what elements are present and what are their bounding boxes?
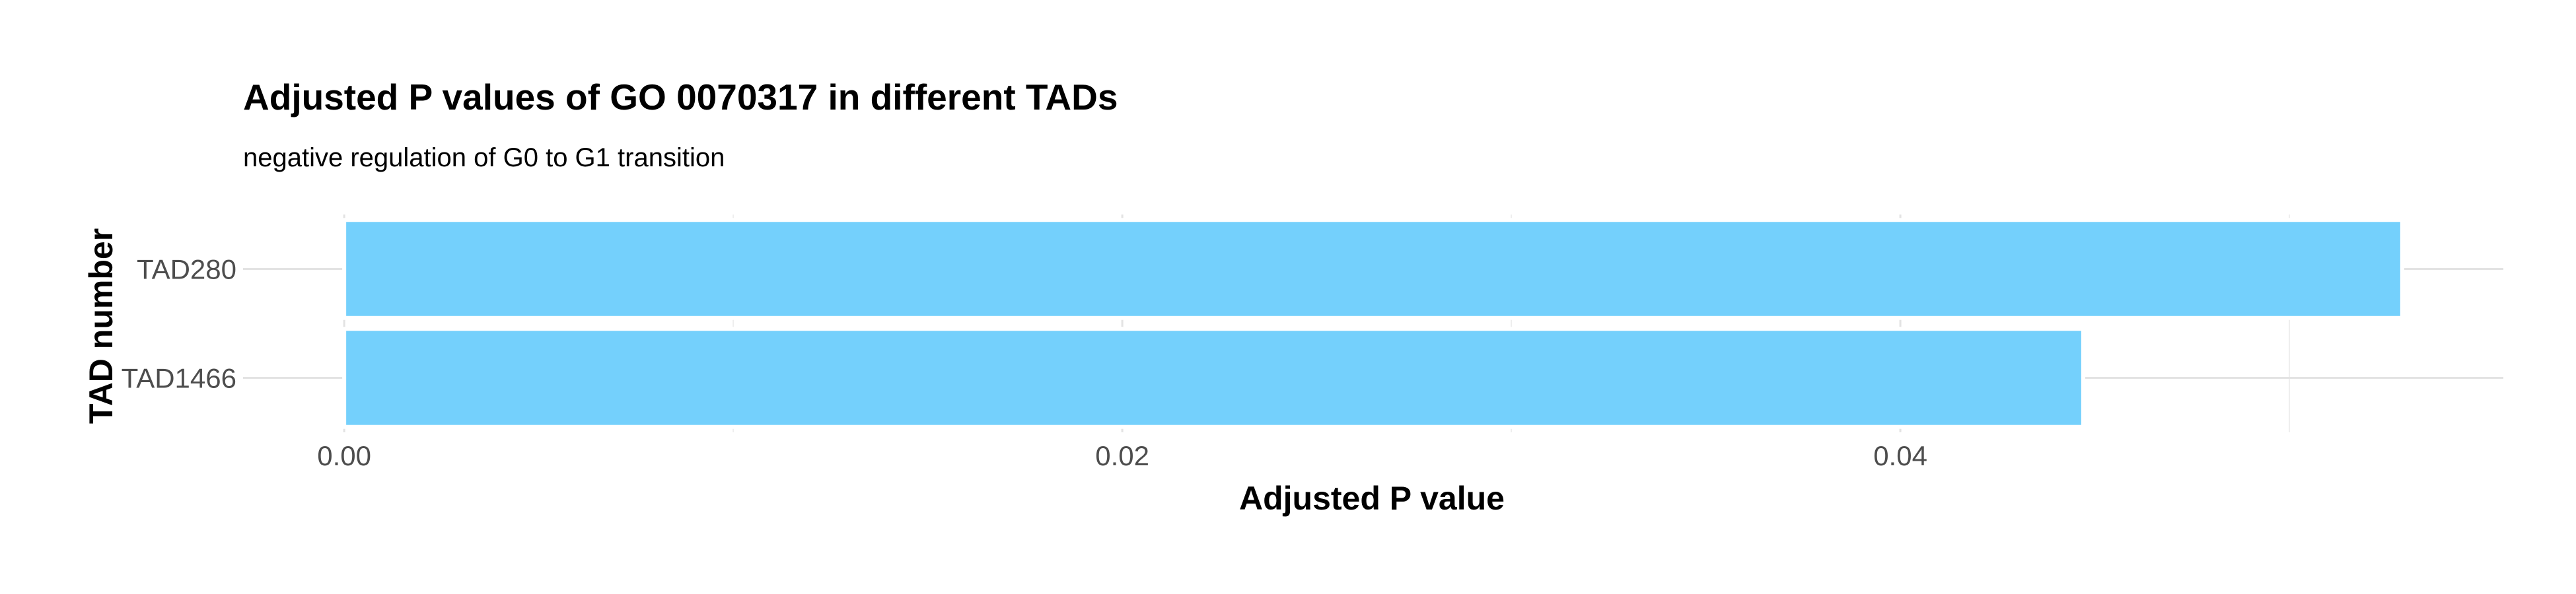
y-tick-label: TAD1466 <box>122 363 236 394</box>
bars <box>344 220 2402 427</box>
y-axis-title: TAD number <box>83 228 120 424</box>
bar-tad1466 <box>344 329 2083 427</box>
x-axis-title: Adjusted P value <box>1239 480 1505 517</box>
y-tick-label: TAD280 <box>137 254 236 285</box>
chart-title: Adjusted P values of GO 0070317 in diffe… <box>243 77 1118 117</box>
bar-tad280 <box>344 220 2402 318</box>
y-axis-tick-labels: TAD280 TAD1466 <box>122 254 236 394</box>
x-axis-tick-labels: 0.00 0.02 0.04 <box>317 440 1927 471</box>
x-tick-label: 0.02 <box>1095 440 1149 471</box>
chart-subtitle: negative regulation of G0 to G1 transiti… <box>243 143 725 172</box>
x-tick-label: 0.04 <box>1873 440 1927 471</box>
x-tick-label: 0.00 <box>317 440 371 471</box>
